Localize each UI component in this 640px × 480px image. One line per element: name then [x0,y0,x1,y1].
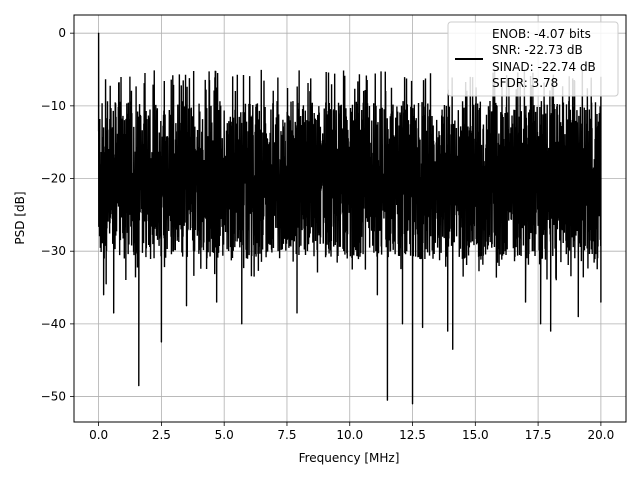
psd-extreme-point [401,323,404,325]
psd-extreme-point [103,294,105,296]
x-tick-label: 0.0 [89,428,108,442]
x-axis-label: Frequency [MHz] [299,451,400,465]
legend-entry-snr: SNR: -22.73 dB [492,43,583,57]
psd-extreme-point [600,301,602,303]
x-tick-label: 2.5 [152,428,171,442]
psd-extreme-point [447,330,449,332]
psd-extreme-point [99,163,101,165]
legend-entry-sinad: SINAD: -22.74 dB [492,60,596,74]
x-tick-label: 7.5 [277,428,296,442]
psd-extreme-point [216,301,218,303]
x-axis-ticks: 0.0 2.5 5.0 7.5 10.0 12.5 15.0 17.5 20.0 [89,422,614,442]
psd-extreme-point [540,323,542,325]
x-tick-label: 17.5 [525,428,552,442]
psd-extreme-point [160,341,162,343]
psd-extreme-point [577,316,579,318]
psd-extreme-point [100,214,102,216]
y-tick-label: 0 [58,26,66,40]
psd-extreme-point [452,348,454,350]
psd-trace [97,32,602,405]
x-tick-label: 15.0 [462,428,489,442]
legend-entry-sfdr: SFDR: 3.78 [492,76,558,90]
y-tick-label: −40 [41,317,66,331]
psd-extreme-point [241,323,243,325]
y-tick-label: −10 [41,99,66,113]
x-tick-label: 5.0 [215,428,234,442]
legend: ENOB: -4.07 bits SNR: -22.73 dB SINAD: -… [447,21,619,97]
psd-extreme-point [411,403,414,405]
y-axis-ticks: 0 −10 −20 −30 −40 −50 [41,26,74,404]
psd-extreme-point [105,283,107,285]
x-tick-label: 10.0 [336,428,363,442]
legend-box [447,21,619,97]
psd-series-line [97,33,602,404]
x-tick-label: 12.5 [399,428,426,442]
y-tick-label: −50 [41,390,66,404]
psd-extreme-point [98,32,100,34]
y-axis-label: PSD [dB] [13,191,27,244]
psd-extreme-point [296,312,298,314]
psd-extreme-point [421,326,424,329]
psd-extreme-point [550,330,552,332]
psd-extreme-point [336,261,338,263]
psd-extreme-point [185,305,188,307]
psd-extreme-point [376,294,378,296]
psd-extreme-point [524,301,527,303]
y-tick-label: −30 [41,244,66,258]
x-tick-label: 20.0 [588,428,615,442]
legend-entry-enob: ENOB: -4.07 bits [492,27,591,41]
y-tick-label: −20 [41,172,66,186]
psd-extreme-point [138,385,140,387]
psd-extreme-point [386,399,389,401]
psd-extreme-point [113,312,115,314]
